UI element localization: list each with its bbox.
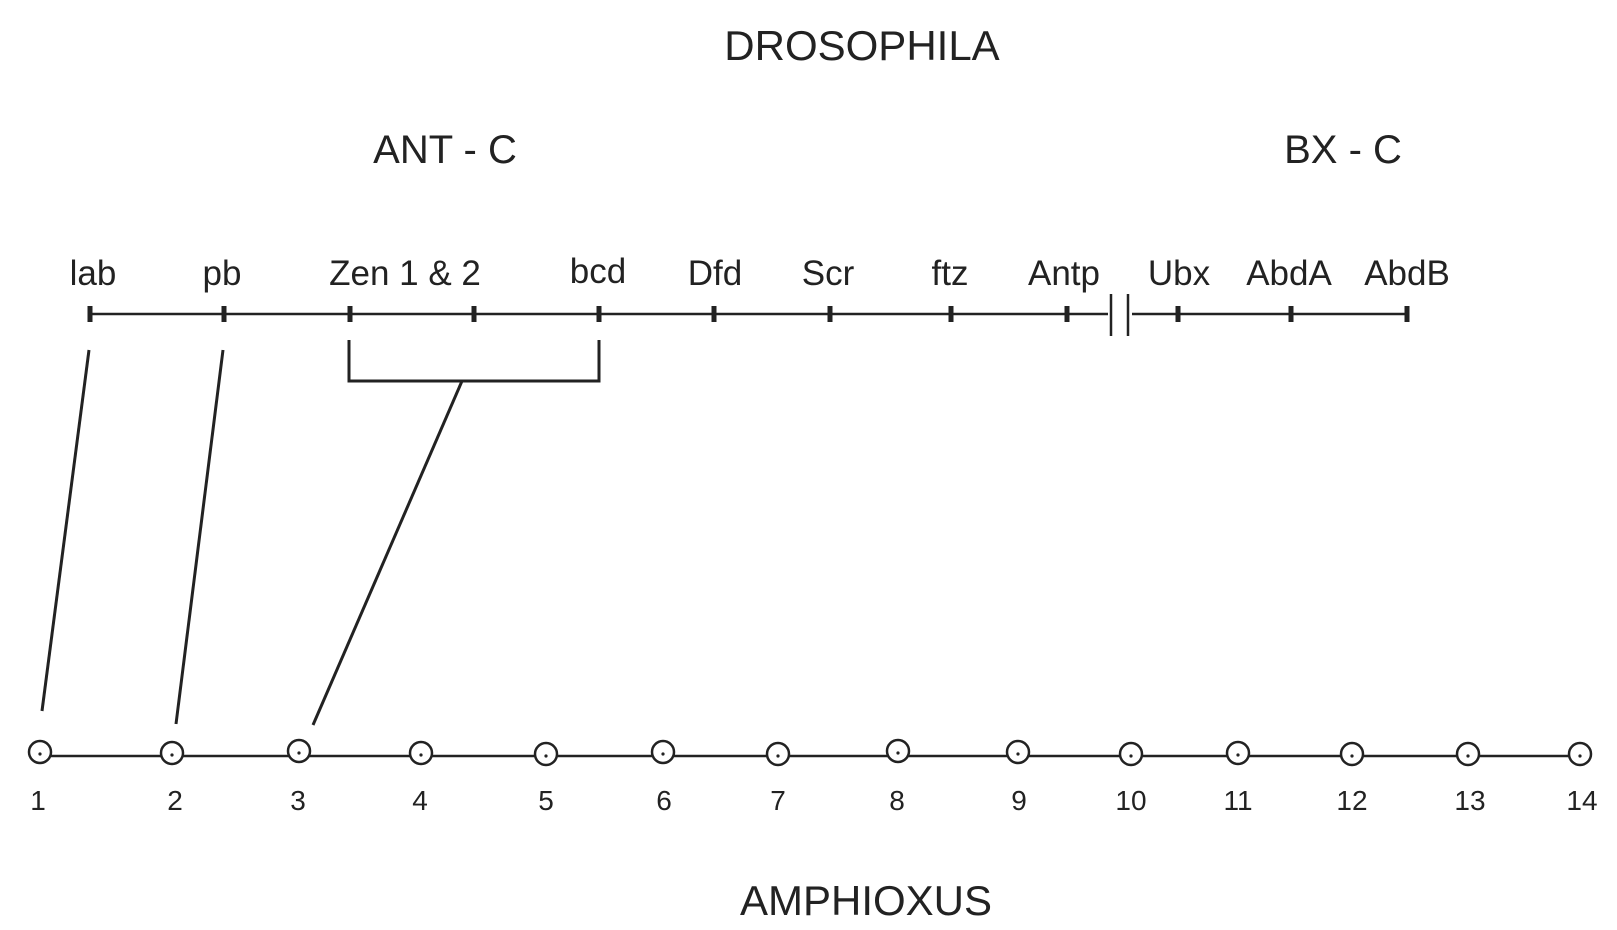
amphioxus-gene-marker <box>27 739 53 765</box>
amphioxus-gene-marker <box>1118 741 1144 767</box>
amphioxus-gene-marker-dot <box>1129 754 1133 758</box>
gene-label-ubx: Ubx <box>1148 254 1211 293</box>
amphioxus-gene-marker-dot <box>1236 753 1240 757</box>
amphioxus-gene-number: 5 <box>538 785 554 816</box>
amphioxus-gene-marker-dot <box>776 754 780 758</box>
amphioxus-gene-marker <box>1339 741 1365 767</box>
amphioxus-gene-number: 7 <box>770 785 786 816</box>
link-pb-to-2 <box>174 349 225 725</box>
amphioxus-gene-marker-dot <box>1578 754 1582 758</box>
drosophila-chromosome <box>90 294 1409 336</box>
amphioxus-gene-number: 9 <box>1011 785 1027 816</box>
gene-label-pb: pb <box>203 254 242 293</box>
amphioxus-gene-marker <box>1567 741 1593 767</box>
gene-label-dfd: Dfd <box>688 254 742 293</box>
amphioxus-gene-marker-dot <box>896 751 900 755</box>
amphioxus-gene-marker <box>408 740 434 766</box>
amphioxus-gene-marker <box>286 738 312 764</box>
gene-label-scr: Scr <box>802 254 855 293</box>
zen-bcd-bracket <box>347 340 601 383</box>
cluster-label-bx-c: BX - C <box>1284 128 1402 172</box>
amphioxus-gene-number: 3 <box>290 785 306 816</box>
amphioxus-gene-marker <box>1225 740 1251 766</box>
amphioxus-gene-marker <box>765 741 791 767</box>
amphioxus-gene-marker-dot <box>1350 754 1354 758</box>
amphioxus-gene-marker <box>1005 739 1031 765</box>
amphioxus-gene-number: 8 <box>889 785 905 816</box>
link-zen-bcd-to-3 <box>311 380 464 726</box>
amphioxus-gene-marker-dot <box>419 753 423 757</box>
cluster-label-ant-c: ANT - C <box>373 128 517 172</box>
amphioxus-gene-marker <box>650 739 676 765</box>
gene-label-abdb: AbdB <box>1364 254 1450 293</box>
amphioxus-gene-number: 13 <box>1454 785 1485 816</box>
gene-label-lab: lab <box>70 254 117 293</box>
gene-label-abda: AbdA <box>1246 254 1332 293</box>
amphioxus-gene-marker-dot <box>661 752 665 756</box>
amphioxus-gene-marker-dot <box>544 754 548 758</box>
amphioxus-gene-marker-dot <box>38 752 42 756</box>
amphioxus-title: AMPHIOXUS <box>740 877 992 924</box>
amphioxus-gene-marker <box>885 738 911 764</box>
drosophila-gene-labels: lab pb Zen 1 & 2 bcd Dfd Scr ftz Antp Ub… <box>70 252 1450 293</box>
link-lab-to-1 <box>40 349 91 712</box>
amphioxus-gene-marker-dot <box>1016 752 1020 756</box>
amphioxus-gene-marker <box>533 741 559 767</box>
amphioxus-gene-number: 1 <box>30 785 46 816</box>
amphioxus-gene-number: 10 <box>1115 785 1146 816</box>
amphioxus-gene-marker-dot <box>297 751 301 755</box>
amphioxus-genes: 1 2 3 4 5 6 7 8 9 10 11 12 13 14 <box>27 738 1598 816</box>
amphioxus-gene-marker-dot <box>1466 754 1470 758</box>
gene-label-bcd: bcd <box>570 252 626 291</box>
gene-label-ftz: ftz <box>932 254 969 293</box>
amphioxus-gene-number: 14 <box>1566 785 1597 816</box>
amphioxus-gene-marker <box>1455 741 1481 767</box>
amphioxus-gene-marker-dot <box>170 753 174 757</box>
drosophila-title: DROSOPHILA <box>724 22 999 69</box>
amphioxus-gene-number: 6 <box>656 785 672 816</box>
gene-label-antp: Antp <box>1028 254 1100 293</box>
amphioxus-gene-number: 2 <box>167 785 183 816</box>
gene-label-zen: Zen 1 & 2 <box>329 254 481 293</box>
amphioxus-gene-number: 12 <box>1336 785 1367 816</box>
amphioxus-gene-number: 11 <box>1223 785 1252 816</box>
amphioxus-gene-marker <box>159 740 185 766</box>
amphioxus-gene-number: 4 <box>412 785 428 816</box>
drosophila-gene-ticks <box>87 306 1410 322</box>
